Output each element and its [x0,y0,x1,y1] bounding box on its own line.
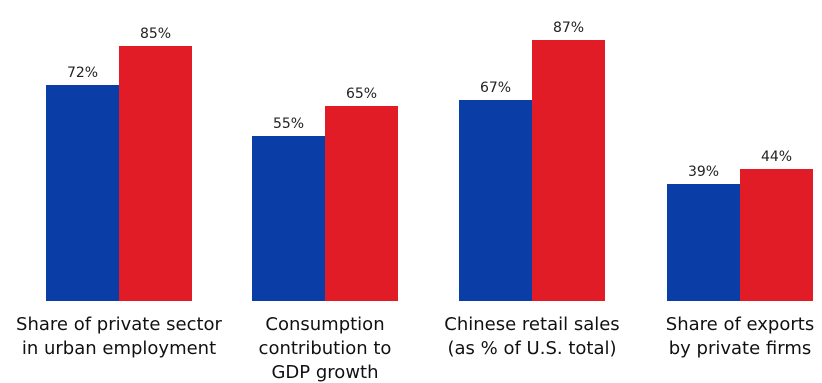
category-label-3-line-2: (as % of U.S. total) [448,338,617,359]
data-label-blue-3: 67% [480,80,511,96]
bar-blue-3 [459,100,532,301]
category-label-2-line-3: GDP growth [271,362,378,383]
bar-red-3 [532,40,605,301]
category-label-3-line-1: Chinese retail sales [444,314,619,335]
data-label-red-3: 87% [553,20,584,36]
data-label-blue-1: 72% [67,65,98,81]
category-label-4-line-2: by private firms [669,338,812,359]
data-label-red-2: 65% [346,86,377,102]
data-label-blue-2: 55% [273,116,304,132]
category-label-2-line-1: Consumption [265,314,384,335]
bar-red-2 [325,106,398,301]
category-label-4-line-1: Share of exports [666,314,814,335]
data-label-red-1: 85% [140,26,171,42]
category-label-1-line-1: Share of private sector [16,314,223,335]
bar-blue-4 [667,184,740,301]
category-label-2-line-2: contribution to [259,338,392,359]
bar-red-1 [119,46,192,301]
category-label-1-line-2: in urban employment [22,338,216,359]
bar-blue-1 [46,85,119,301]
bar-blue-2 [252,136,325,301]
bar-red-4 [740,169,813,301]
data-label-blue-4: 39% [688,164,719,180]
data-label-red-4: 44% [761,149,792,165]
